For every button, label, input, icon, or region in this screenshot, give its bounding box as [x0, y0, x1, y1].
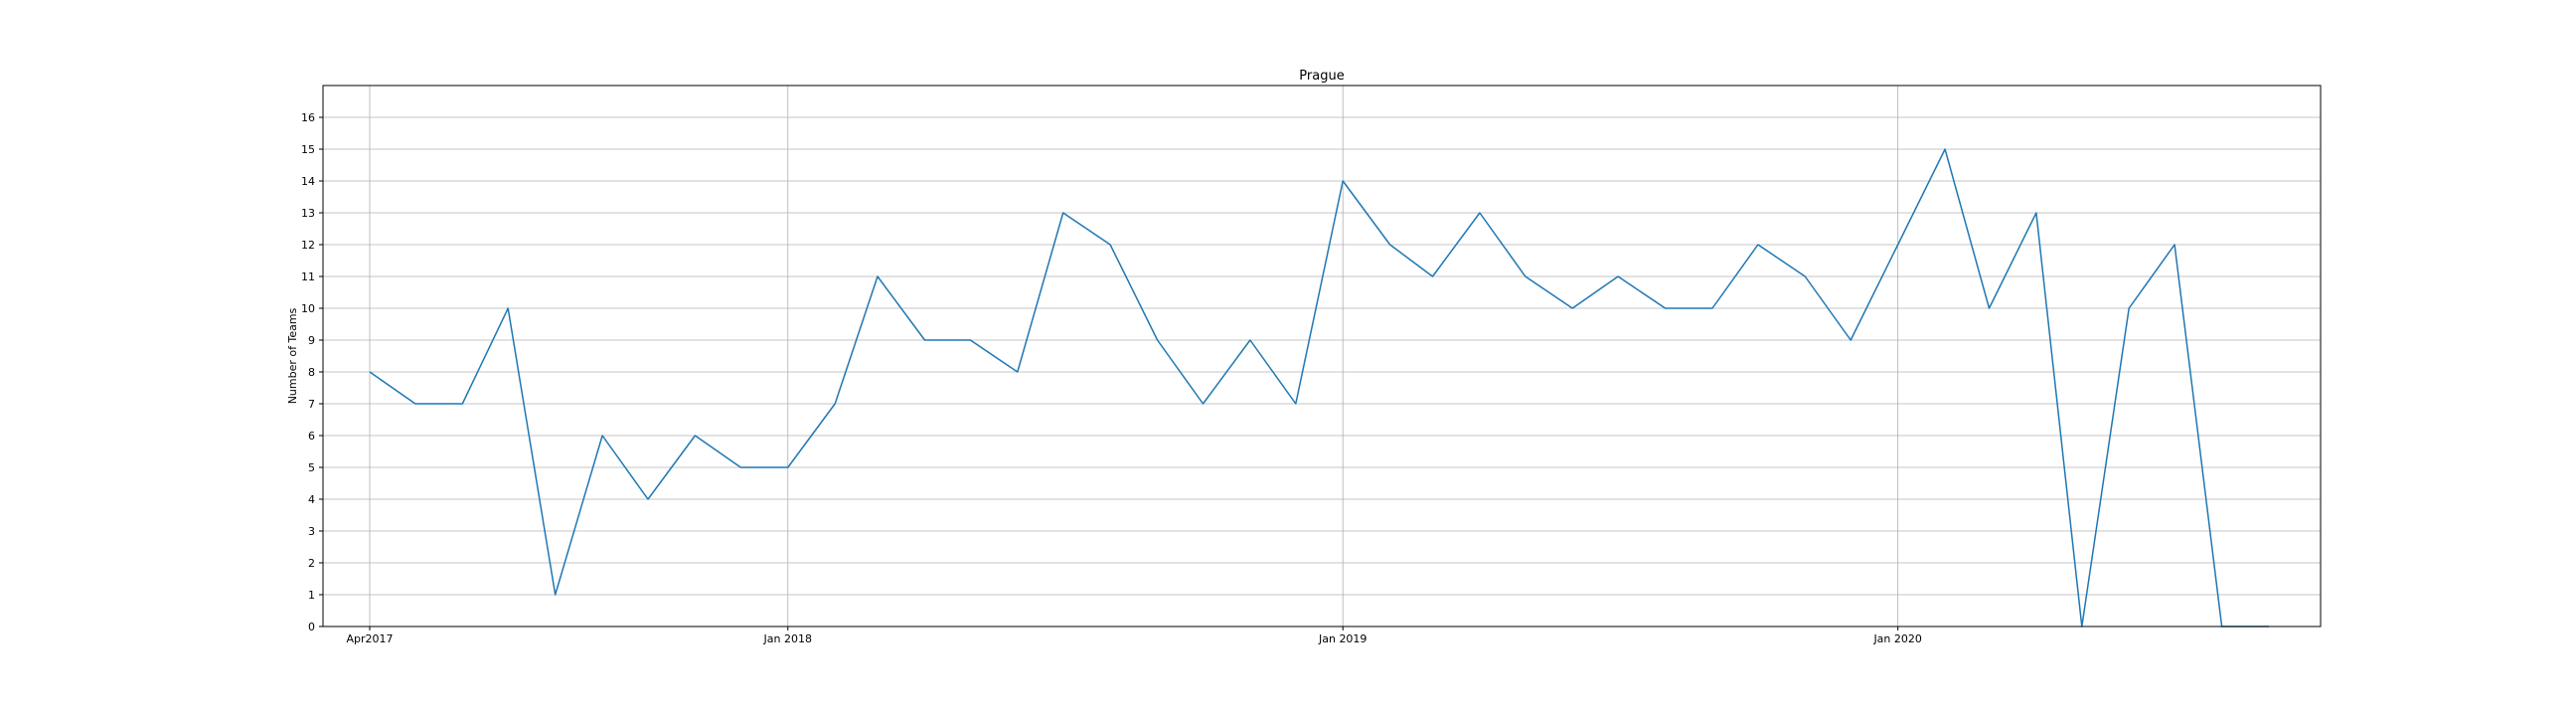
y-tick-label: 14 — [301, 175, 315, 188]
plot-frame — [322, 85, 2322, 627]
x-tick-label: Jan 2018 — [763, 632, 812, 645]
x-tick-label: Apr2017 — [346, 632, 393, 645]
series-layer — [369, 148, 2269, 627]
y-tick-label: 1 — [308, 589, 315, 602]
grid-lines — [323, 86, 2321, 627]
y-tick-label: 2 — [308, 557, 315, 570]
y-tick-label: 11 — [301, 270, 315, 283]
chart-title: Prague — [1299, 69, 1344, 84]
y-tick-label: 4 — [308, 493, 315, 506]
y-tick-label: 9 — [308, 334, 315, 347]
y-tick-label: 0 — [308, 621, 315, 633]
x-tick-label: Jan 2020 — [1872, 632, 1921, 645]
y-tick-label: 13 — [301, 207, 315, 220]
series-line — [369, 148, 2269, 627]
y-tick-label: 8 — [308, 366, 315, 379]
y-tick-label: 7 — [308, 398, 315, 411]
y-axis-label: Number of Teams — [286, 307, 299, 404]
y-tick-label: 3 — [308, 525, 315, 538]
x-axis: Apr2017 Jan 2018 Jan 2019 Jan 2020 — [346, 626, 1922, 645]
x-tick-label: Jan 2019 — [1318, 632, 1367, 645]
y-tick-label: 6 — [308, 430, 315, 443]
y-tick-label: 15 — [301, 143, 315, 156]
y-tick-label: 10 — [301, 302, 315, 315]
y-tick-label: 16 — [301, 111, 315, 124]
y-tick-label: 12 — [301, 239, 315, 252]
y-tick-label: 5 — [308, 461, 315, 474]
